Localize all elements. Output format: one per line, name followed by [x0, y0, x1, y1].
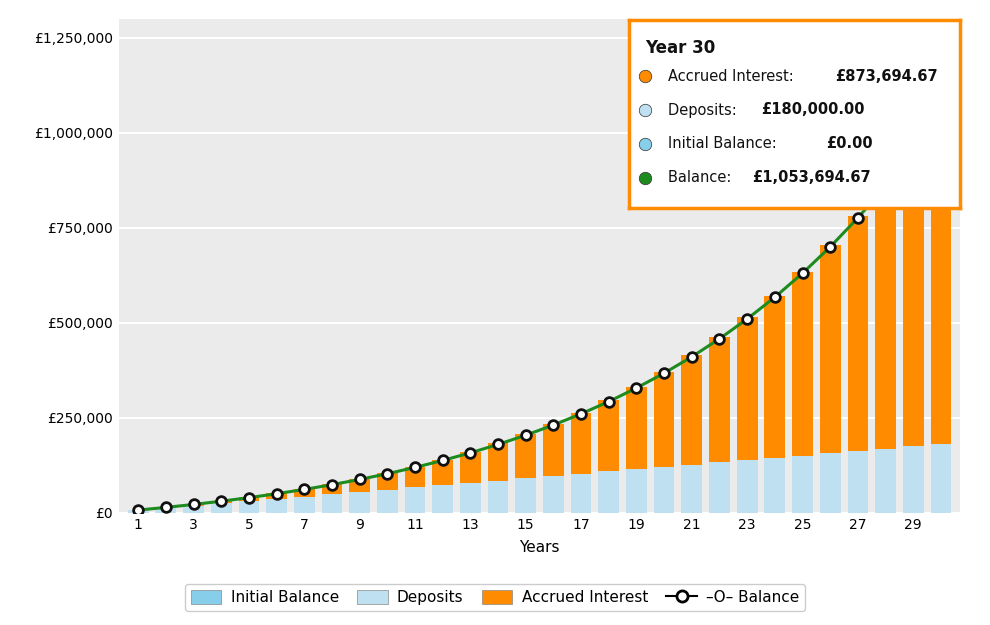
Bar — [570, 474, 591, 512]
Bar — [516, 434, 537, 478]
Bar — [128, 510, 148, 512]
Bar — [681, 356, 702, 464]
Bar — [792, 271, 813, 456]
Bar — [543, 476, 563, 512]
Bar — [931, 110, 951, 444]
Text: Deposits:: Deposits: — [668, 102, 742, 118]
Bar — [488, 481, 509, 512]
Text: Year 30: Year 30 — [645, 39, 716, 57]
Bar — [266, 493, 287, 499]
Bar — [405, 488, 426, 512]
Bar — [349, 492, 370, 512]
Bar — [405, 467, 426, 488]
Bar — [239, 498, 259, 501]
Bar — [543, 424, 563, 476]
Bar — [847, 216, 868, 451]
Bar — [598, 471, 619, 512]
Bar — [903, 149, 924, 446]
Bar — [653, 467, 674, 512]
Text: £1,053,694.67: £1,053,694.67 — [752, 170, 870, 185]
Bar — [377, 473, 398, 490]
Text: Initial Balance:: Initial Balance: — [668, 136, 782, 151]
Bar — [349, 479, 370, 492]
Bar — [626, 387, 646, 469]
Bar — [183, 504, 204, 506]
Bar — [488, 444, 509, 481]
Bar — [377, 490, 398, 512]
Bar — [709, 338, 730, 462]
Bar — [903, 446, 924, 512]
Bar — [764, 296, 785, 458]
Bar — [681, 464, 702, 512]
Bar — [294, 496, 315, 512]
Text: Accrued Interest:: Accrued Interest: — [668, 69, 799, 84]
Bar — [626, 469, 646, 512]
Bar — [211, 501, 232, 503]
Bar — [764, 458, 785, 512]
Bar — [239, 501, 259, 512]
Text: £0.00: £0.00 — [827, 136, 873, 151]
Bar — [433, 485, 453, 512]
Text: £873,694.67: £873,694.67 — [836, 69, 939, 84]
Bar — [460, 483, 481, 512]
Bar — [155, 508, 176, 512]
Bar — [875, 449, 896, 512]
Bar — [875, 184, 896, 449]
Bar — [266, 499, 287, 512]
Bar — [294, 489, 315, 496]
Bar — [792, 456, 813, 512]
X-axis label: Years: Years — [520, 541, 559, 556]
Text: £180,000.00: £180,000.00 — [761, 102, 865, 118]
Bar — [847, 451, 868, 512]
Bar — [433, 459, 453, 485]
Bar — [460, 452, 481, 483]
Bar — [322, 484, 343, 494]
Legend: Initial Balance, Deposits, Accrued Interest, –O– Balance: Initial Balance, Deposits, Accrued Inter… — [185, 584, 805, 611]
Bar — [931, 444, 951, 512]
Bar — [211, 503, 232, 512]
Bar — [516, 478, 537, 512]
Bar — [737, 460, 757, 512]
Bar — [598, 401, 619, 471]
Bar — [322, 494, 343, 512]
Text: Balance:: Balance: — [668, 170, 737, 185]
Bar — [183, 506, 204, 512]
Bar — [737, 318, 757, 460]
Bar — [820, 245, 841, 453]
Bar — [653, 372, 674, 467]
Bar — [570, 412, 591, 474]
Bar — [820, 453, 841, 512]
Bar — [709, 462, 730, 512]
